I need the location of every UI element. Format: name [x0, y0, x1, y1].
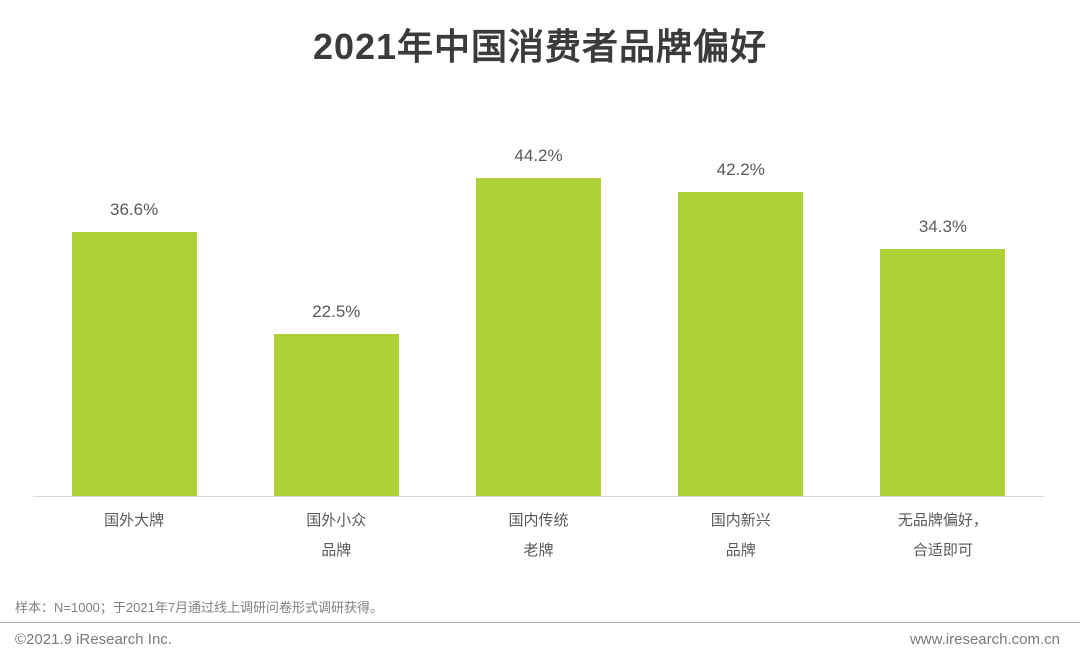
bar — [476, 177, 601, 496]
x-label-line: 合适即可 — [912, 542, 973, 559]
bar — [678, 192, 804, 496]
x-label-line: 国外大牌 — [104, 512, 165, 529]
x-label-line: 品牌 — [725, 542, 756, 559]
footer-bar: ©2021.9 iResearch Inc. www.iresearch.com… — [15, 631, 1060, 648]
copyright-text: ©2021.9 iResearch Inc. — [15, 631, 172, 648]
bar-value-label: 42.2% — [716, 160, 765, 180]
bar-column: 22.5% — [235, 100, 437, 496]
chart-title: 2021年中国消费者品牌偏好 — [312, 26, 768, 67]
footer-divider — [0, 622, 1080, 623]
x-axis-category-label: 国外大牌 — [33, 506, 235, 566]
x-label-line: 品牌 — [321, 542, 352, 559]
bar-value-label: 44.2% — [514, 145, 563, 165]
bar — [880, 249, 1006, 496]
x-axis-labels: 国外大牌 国外小众 品牌 国内传统 老牌 国内新兴 品牌 无品牌偏好， 合适即可 — [33, 506, 1044, 566]
bar — [273, 334, 399, 496]
x-axis-category-label: 国内新兴 品牌 — [640, 506, 842, 566]
bar-value-label: 36.6% — [110, 200, 159, 220]
bar-value-label: 22.5% — [312, 302, 361, 321]
x-label-line: 国外小众 — [306, 512, 367, 529]
sample-footnote: 样本：N=1000；于2021年7月通过线上调研问卷形式调研获得。 — [15, 600, 384, 615]
bar-column: 34.3% — [842, 100, 1044, 496]
bar-value-label: 34.3% — [918, 217, 968, 237]
x-axis-category-label: 国内传统 老牌 — [437, 506, 639, 566]
x-label-line: 国内传统 — [508, 512, 569, 529]
x-axis-category-label: 国外小众 品牌 — [235, 506, 437, 566]
bar-column: 44.2% — [437, 100, 639, 496]
bar-chart-plot-area: 36.6% 22.5% 44.2% 42.2% 34.3% — [33, 100, 1044, 497]
x-axis-category-label: 无品牌偏好， 合适即可 — [842, 506, 1044, 566]
bar-column: 36.6% — [33, 100, 235, 496]
x-label-line: 无品牌偏好， — [897, 512, 988, 529]
x-label-line: 老牌 — [523, 542, 554, 559]
bar-column: 42.2% — [640, 100, 842, 496]
website-url: www.iresearch.com.cn — [909, 631, 1060, 648]
x-label-line: 国内新兴 — [710, 512, 771, 529]
bar — [71, 232, 197, 496]
